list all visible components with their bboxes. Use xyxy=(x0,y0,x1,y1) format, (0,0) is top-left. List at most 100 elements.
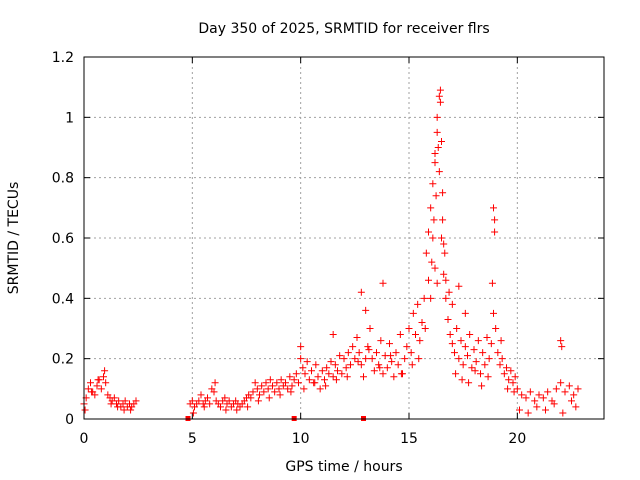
y-tick-label: 0.2 xyxy=(52,352,74,368)
data-point xyxy=(297,343,305,351)
data-point xyxy=(264,385,272,393)
data-point xyxy=(249,388,257,396)
data-point xyxy=(200,403,208,411)
data-point xyxy=(233,406,241,414)
data-point xyxy=(401,355,409,363)
data-point xyxy=(210,388,218,396)
data-point xyxy=(262,379,270,387)
data-point xyxy=(427,294,435,302)
data-point xyxy=(370,367,378,375)
data-point xyxy=(468,364,476,372)
data-point xyxy=(206,400,214,408)
data-point xyxy=(115,397,123,405)
data-point xyxy=(444,315,452,323)
data-point xyxy=(87,379,94,387)
data-point xyxy=(414,300,422,308)
data-point xyxy=(442,276,450,284)
data-point xyxy=(457,337,465,345)
data-point xyxy=(271,388,279,396)
data-point xyxy=(466,331,474,339)
data-point xyxy=(392,349,400,357)
data-point xyxy=(416,337,424,345)
data-point xyxy=(438,137,445,145)
data-point xyxy=(474,337,482,345)
data-point xyxy=(427,204,435,212)
data-point xyxy=(110,394,118,402)
data-point xyxy=(409,309,417,317)
data-point xyxy=(403,343,411,351)
data-point xyxy=(388,358,396,366)
data-point xyxy=(295,379,302,387)
data-point xyxy=(510,388,518,396)
data-point xyxy=(347,361,354,369)
data-point xyxy=(204,394,211,402)
data-point xyxy=(458,376,466,384)
data-point xyxy=(258,382,266,390)
data-point xyxy=(481,361,489,369)
data-point xyxy=(314,373,322,381)
data-point xyxy=(362,306,370,314)
data-point xyxy=(322,382,330,390)
data-point xyxy=(465,379,473,387)
data-point xyxy=(446,331,454,339)
data-point xyxy=(93,382,101,390)
chart-title: Day 350 of 2025, SRMTID for receiver flr… xyxy=(198,21,489,37)
data-point xyxy=(497,337,505,345)
data-point xyxy=(188,397,196,405)
y-tick-label: 0.6 xyxy=(52,231,74,247)
data-point xyxy=(490,309,497,317)
data-point xyxy=(100,373,107,381)
data-point xyxy=(461,343,469,351)
data-point xyxy=(405,325,413,332)
data-point xyxy=(550,400,558,408)
data-point xyxy=(439,216,447,224)
data-point xyxy=(101,367,109,375)
data-point xyxy=(483,334,491,342)
data-point xyxy=(431,159,439,167)
data-point xyxy=(329,331,337,339)
data-point xyxy=(471,367,479,375)
data-point xyxy=(544,388,552,396)
data-point xyxy=(396,331,404,339)
data-point xyxy=(287,388,295,396)
data-point xyxy=(221,394,229,402)
data-point xyxy=(561,388,569,396)
data-point xyxy=(418,318,426,326)
data-point xyxy=(332,376,340,384)
data-point xyxy=(431,264,439,272)
data-point xyxy=(464,352,471,360)
axis-ticks: 0 5 10 15 20 0 0.2 0.4 0.6 0.8 1 1.2 xyxy=(52,50,604,447)
data-point xyxy=(524,409,532,417)
data-point xyxy=(533,403,541,411)
data-point xyxy=(354,358,362,366)
data-point xyxy=(459,361,467,369)
data-point xyxy=(491,228,499,236)
data-point xyxy=(439,189,447,197)
data-point xyxy=(526,388,534,396)
data-point xyxy=(357,361,365,369)
data-point xyxy=(435,92,443,100)
data-point xyxy=(568,397,575,405)
data-point xyxy=(244,403,252,411)
data-point xyxy=(491,216,499,224)
data-point xyxy=(490,204,497,212)
data-point xyxy=(217,403,224,411)
y-tick-label: 1 xyxy=(65,110,74,126)
x-tick-label: 5 xyxy=(188,431,197,447)
data-point xyxy=(256,391,263,399)
data-point xyxy=(260,388,268,396)
data-point xyxy=(431,150,439,158)
data-point xyxy=(453,325,461,332)
data-point xyxy=(494,349,502,357)
data-point xyxy=(434,144,442,151)
data-point xyxy=(435,168,443,176)
data-point xyxy=(336,352,344,360)
data-point xyxy=(383,364,391,372)
data-point xyxy=(451,349,458,357)
data-point xyxy=(452,370,460,378)
data-point xyxy=(407,349,415,357)
data-point xyxy=(408,361,416,369)
data-point xyxy=(222,406,230,414)
data-point xyxy=(297,355,305,363)
y-tick-label: 0 xyxy=(65,412,74,428)
